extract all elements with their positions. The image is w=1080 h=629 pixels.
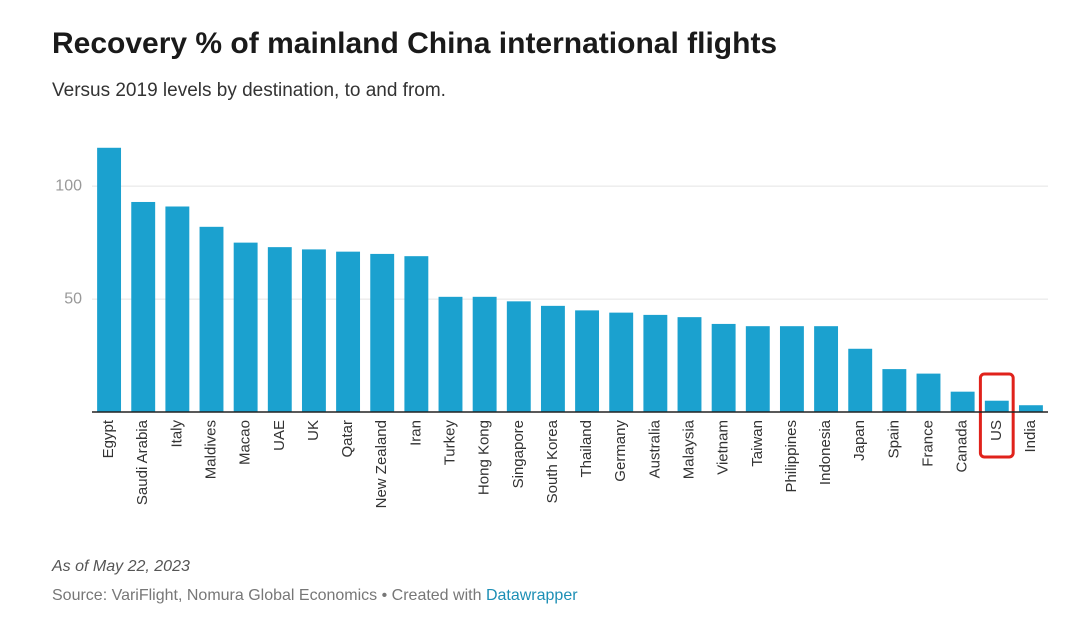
x-tick-label: Australia	[646, 419, 663, 478]
bar	[916, 373, 941, 412]
bar	[984, 400, 1009, 412]
bar	[131, 201, 156, 412]
x-tick-label: Saudi Arabia	[134, 419, 151, 505]
x-tick-label: Malaysia	[680, 419, 697, 479]
bar	[370, 253, 395, 412]
bar	[336, 251, 361, 412]
credit-link[interactable]: Datawrapper	[486, 587, 578, 604]
bar	[848, 348, 873, 412]
x-tick-label: Vietnam	[715, 420, 732, 475]
x-tick-label: Japan	[851, 420, 868, 461]
x-tick-label: UK	[305, 420, 322, 441]
bar	[745, 326, 770, 412]
x-tick-label: Macao	[237, 420, 254, 465]
bar	[438, 296, 463, 412]
x-tick-label: UAE	[271, 420, 288, 451]
bar	[199, 226, 224, 412]
x-tick-label: Singapore	[510, 420, 527, 488]
x-tick-label: New Zealand	[373, 420, 390, 508]
note: As of May 22, 2023	[51, 558, 190, 575]
bar	[301, 249, 326, 412]
x-tick-label: India	[1022, 419, 1039, 452]
highlight-box	[978, 372, 1015, 459]
bar	[1018, 405, 1043, 412]
x-tick-label: Indonesia	[817, 419, 834, 485]
x-tick-label: Taiwan	[749, 420, 766, 467]
bar	[643, 314, 668, 412]
x-tick-label: France	[919, 420, 936, 467]
y-tick-label: 100	[55, 177, 82, 194]
y-tick-label: 50	[64, 290, 82, 307]
bar	[814, 326, 839, 412]
bar	[609, 312, 634, 412]
x-tick-label: Canada	[954, 419, 971, 472]
bar	[540, 305, 565, 412]
x-tick-label: Hong Kong	[476, 420, 493, 495]
x-tick-label: Turkey	[441, 420, 458, 466]
bar	[950, 391, 975, 412]
source-text: Source: VariFlight, Nomura Global Econom…	[52, 587, 481, 604]
bar	[472, 296, 497, 412]
x-tick-label: Iran	[407, 420, 424, 446]
x-tick-label: US	[988, 420, 1005, 441]
x-tick-label: Philippines	[783, 420, 800, 493]
x-tick-label: Thailand	[578, 420, 595, 478]
bar	[267, 247, 292, 412]
x-tick-label: Egypt	[100, 419, 117, 458]
x-tick-label: Italy	[168, 420, 185, 448]
source: Source: VariFlight, Nomura Global Econom…	[52, 587, 578, 604]
chart-title: Recovery % of mainland China internation…	[52, 27, 777, 60]
bar	[165, 206, 190, 412]
x-tick-label: South Korea	[544, 419, 561, 503]
bar	[882, 369, 907, 412]
bar	[97, 147, 122, 412]
x-tick-label: Spain	[885, 420, 902, 458]
x-tick-label: Maldives	[202, 420, 219, 479]
bar	[575, 310, 600, 412]
x-tick-label: Qatar	[339, 420, 356, 458]
x-tick-label: Germany	[612, 420, 629, 482]
bar	[677, 317, 702, 412]
bar	[233, 242, 258, 412]
bar	[404, 256, 429, 412]
bar	[506, 301, 531, 412]
bar	[711, 323, 736, 412]
chart-subtitle: Versus 2019 levels by destination, to an…	[52, 80, 446, 101]
bar	[779, 326, 804, 412]
